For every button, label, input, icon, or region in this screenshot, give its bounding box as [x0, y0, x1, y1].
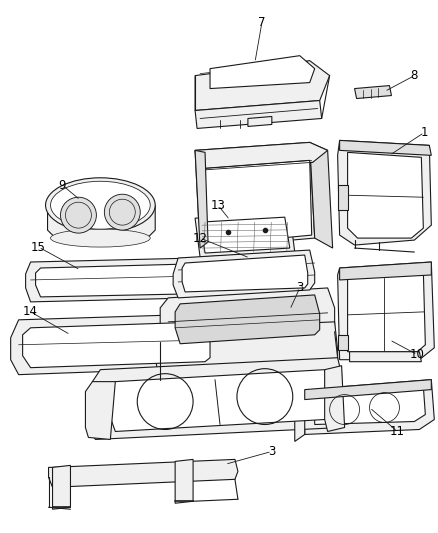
Polygon shape	[295, 390, 305, 441]
Text: 9: 9	[59, 179, 66, 192]
Polygon shape	[338, 140, 431, 245]
Polygon shape	[305, 379, 431, 400]
Text: 13: 13	[211, 199, 226, 212]
Polygon shape	[305, 379, 434, 434]
Polygon shape	[338, 185, 348, 210]
Polygon shape	[182, 255, 308, 292]
Polygon shape	[23, 322, 210, 368]
Polygon shape	[339, 262, 431, 280]
Polygon shape	[310, 142, 332, 248]
Text: 1: 1	[420, 126, 428, 139]
Polygon shape	[200, 217, 290, 253]
Polygon shape	[175, 295, 320, 344]
Circle shape	[104, 194, 140, 230]
Text: 12: 12	[193, 232, 208, 245]
Ellipse shape	[50, 229, 150, 247]
Polygon shape	[92, 358, 342, 432]
Polygon shape	[173, 250, 314, 298]
Text: 14: 14	[23, 305, 38, 318]
Polygon shape	[11, 314, 218, 375]
Text: 8: 8	[411, 69, 418, 82]
Polygon shape	[195, 61, 330, 110]
Polygon shape	[175, 459, 193, 503]
Polygon shape	[248, 117, 272, 126]
Ellipse shape	[50, 181, 150, 229]
Polygon shape	[155, 322, 338, 379]
Polygon shape	[110, 370, 328, 432]
Polygon shape	[53, 465, 71, 509]
Polygon shape	[350, 352, 421, 362]
Text: 10: 10	[410, 348, 425, 361]
Polygon shape	[195, 101, 321, 128]
Polygon shape	[25, 258, 200, 302]
Polygon shape	[88, 402, 345, 439]
Polygon shape	[85, 382, 115, 439]
Polygon shape	[348, 272, 425, 352]
Polygon shape	[338, 335, 348, 350]
Ellipse shape	[46, 178, 155, 232]
Polygon shape	[355, 86, 392, 99]
Polygon shape	[195, 142, 328, 171]
Polygon shape	[195, 142, 314, 248]
Polygon shape	[195, 150, 208, 248]
Polygon shape	[49, 459, 238, 487]
Polygon shape	[325, 366, 345, 432]
Polygon shape	[48, 205, 155, 238]
Polygon shape	[338, 262, 434, 360]
Text: 3: 3	[296, 281, 304, 294]
Polygon shape	[210, 55, 314, 88]
Polygon shape	[160, 288, 335, 346]
Circle shape	[60, 197, 96, 233]
Polygon shape	[35, 264, 193, 297]
Text: 15: 15	[31, 240, 46, 254]
Polygon shape	[339, 140, 431, 155]
Text: 11: 11	[390, 425, 405, 438]
Text: 7: 7	[258, 17, 265, 29]
Polygon shape	[195, 213, 295, 257]
Polygon shape	[205, 160, 312, 245]
Polygon shape	[314, 386, 425, 424]
Polygon shape	[348, 152, 424, 238]
Text: 3: 3	[268, 445, 276, 458]
